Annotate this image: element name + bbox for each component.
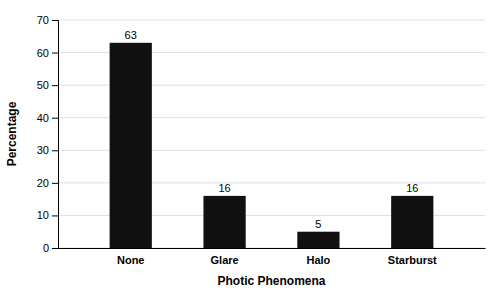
tick-mark — [52, 85, 58, 86]
bar — [203, 196, 245, 248]
tick-label: None — [117, 254, 145, 266]
tick: 70 — [37, 14, 58, 26]
tick-label: 50 — [37, 79, 49, 91]
tick: 30 — [37, 144, 58, 156]
data-labels: 63 16 5 16 — [125, 29, 419, 230]
tick: 50 — [37, 79, 58, 91]
grid — [58, 20, 485, 248]
axis-line — [52, 21, 59, 249]
tick-label: Glare — [211, 254, 239, 266]
tick: 10 — [37, 209, 58, 221]
bar — [110, 43, 152, 248]
data-label: 5 — [315, 218, 321, 230]
chart: 63 16 5 16 None Glare Halo Starburst 0 10 20 30 40 50… — [0, 0, 500, 293]
tick: None — [117, 254, 145, 266]
tick: 20 — [37, 177, 58, 189]
tick-label: 60 — [37, 47, 49, 59]
axis-line — [59, 248, 486, 249]
tick: Starburst — [388, 254, 437, 266]
tick: 60 — [37, 47, 58, 59]
tick-label: Halo — [307, 254, 331, 266]
tick-label: 20 — [37, 177, 49, 189]
y-axis: 0 10 20 30 40 50 60 70 — [37, 14, 59, 254]
tick: Halo — [307, 254, 331, 266]
tick: 40 — [37, 112, 58, 124]
tick-label: 70 — [37, 14, 49, 26]
data-label: 16 — [218, 182, 230, 194]
x-axis: None Glare Halo Starburst — [59, 249, 486, 266]
data-label: 63 — [125, 29, 137, 41]
plot: 63 16 5 16 None Glare Halo Starburst 0 10 20 30 40 50… — [37, 14, 486, 266]
tick-label: 0 — [43, 242, 49, 254]
tick-label: Starburst — [388, 254, 437, 266]
tick-mark — [52, 20, 58, 21]
tick-mark — [52, 118, 58, 119]
bars — [110, 43, 434, 248]
tick-label: 10 — [37, 209, 49, 221]
bar — [391, 196, 433, 248]
tick-mark — [52, 248, 58, 249]
y-axis-title: Percentage — [5, 101, 19, 166]
tick-mark — [52, 183, 58, 184]
bar — [297, 232, 339, 248]
tick-label: 40 — [37, 112, 49, 124]
tick-mark — [52, 53, 58, 54]
tick-label: 30 — [37, 144, 49, 156]
tick-mark — [52, 215, 58, 216]
tick: 0 — [43, 242, 58, 254]
x-axis-title: Photic Phenomena — [217, 274, 325, 288]
tick-mark — [52, 150, 58, 151]
grid-line — [58, 20, 485, 21]
tick: Glare — [211, 254, 239, 266]
data-label: 16 — [406, 182, 418, 194]
